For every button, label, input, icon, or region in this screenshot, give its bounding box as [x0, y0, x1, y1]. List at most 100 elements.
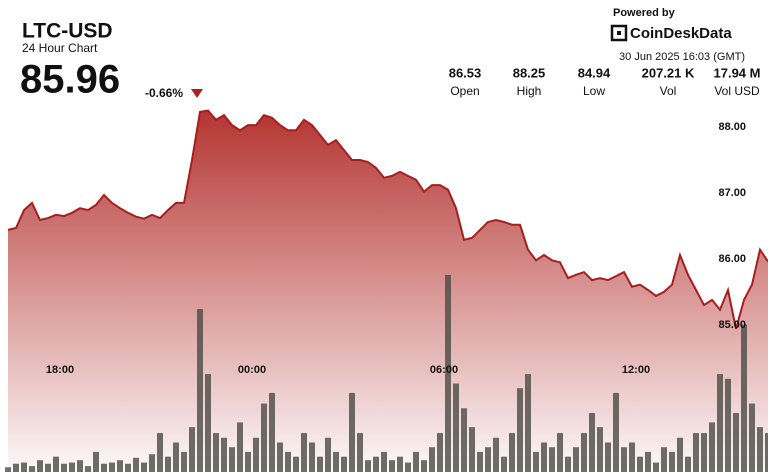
volume-bar [101, 463, 107, 472]
volume-bar [557, 433, 563, 472]
volume-bar [5, 467, 11, 472]
volume-bar [237, 422, 243, 472]
change: -0.66% [145, 86, 183, 100]
price: 85.96 [20, 58, 120, 102]
y-tick-label: 88.00 [718, 121, 746, 133]
subtitle: 24 Hour Chart [22, 41, 98, 55]
volume-bar [253, 437, 259, 472]
volume-bar [517, 388, 523, 472]
volume-bar [309, 442, 315, 472]
volume-bar [653, 462, 659, 472]
volume-bar [637, 456, 643, 472]
volume-bar [205, 374, 211, 472]
volume-bar [213, 433, 219, 472]
x-tick-label: 00:00 [238, 364, 266, 376]
volume-bar [749, 403, 755, 472]
stat-label: Low [583, 84, 605, 98]
volume-bar [357, 433, 363, 472]
volume-bar [197, 309, 203, 472]
volume-bar [413, 451, 419, 472]
volume-bar [341, 456, 347, 472]
volume-bar [245, 451, 251, 472]
volume-bar [29, 466, 35, 472]
volume-bar [189, 427, 195, 472]
volume-bar [45, 463, 51, 472]
volume-bar [405, 462, 411, 472]
y-tick-label: 86.00 [718, 253, 746, 265]
timestamp: 30 Jun 2025 16:03 (GMT) [619, 51, 745, 63]
volume-bar [269, 392, 275, 472]
volume-bar [181, 451, 187, 472]
stat-label: Open [450, 84, 479, 98]
volume-bar [589, 413, 595, 472]
plot-area: 85.00 86.00 87.00 88.00 18:00 00:00 06:00 12:00 [5, 109, 768, 472]
volume-bar [21, 462, 27, 472]
volume-bar [293, 456, 299, 472]
stat-value: 17.94 M [714, 65, 761, 80]
volume-bar [741, 324, 747, 472]
volume-bar [261, 403, 267, 472]
volume-bar [645, 451, 651, 472]
y-tick-label: 85.00 [718, 319, 746, 331]
volume-bar [757, 427, 763, 472]
volume-bar [37, 460, 43, 472]
volume-bar [141, 462, 147, 472]
volume-bar [477, 451, 483, 472]
volume-bar [349, 392, 355, 472]
volume-bar [149, 454, 155, 472]
volume-bar [613, 392, 619, 472]
price-line [7, 109, 768, 330]
volume-bar [365, 460, 371, 472]
volume-bar [685, 456, 691, 472]
volume-bar [597, 427, 603, 472]
volume-bar [285, 451, 291, 472]
volume-bar [509, 433, 515, 472]
stat-label: High [517, 84, 542, 98]
volume-bar [461, 408, 467, 472]
symbol: LTC-USD [22, 20, 113, 43]
volume-bar [629, 442, 635, 472]
x-tick-label: 18:00 [46, 364, 74, 376]
x-tick-label: 06:00 [430, 364, 458, 376]
volume-bar [445, 274, 451, 472]
volume-bar [77, 460, 83, 472]
volume-bar [701, 433, 707, 472]
volume-bar [125, 463, 131, 472]
volume-bar [397, 456, 403, 472]
volume-bar [157, 433, 163, 472]
volume-bar [661, 447, 667, 472]
volume-bar [381, 451, 387, 472]
volume-bar [693, 433, 699, 472]
stat-value: 86.53 [449, 65, 482, 80]
volume-bar [429, 447, 435, 472]
volume-bar [13, 463, 19, 472]
volume-bar [333, 451, 339, 472]
stat-label: Vol USD [714, 84, 760, 98]
stat-label: Vol [660, 84, 677, 98]
volume-bar [733, 413, 739, 472]
volume-bar [501, 456, 507, 472]
price-area [8, 110, 768, 472]
volume-bar [709, 422, 715, 472]
stat-value: 88.25 [513, 65, 546, 80]
volume-bar [669, 451, 675, 472]
volume-bar [493, 437, 499, 472]
volume-bar [301, 433, 307, 472]
volume-bar [469, 427, 475, 472]
volume-bar [453, 383, 459, 472]
stats: 86.53 Open 88.25 High 84.94 Low 207.21 K Vol 17.… [449, 65, 761, 98]
logo-icon [610, 24, 628, 42]
volume-bar [317, 456, 323, 472]
x-tick-label: 12:00 [622, 364, 650, 376]
volume-bar [69, 462, 75, 472]
volume-bar [53, 456, 59, 472]
volume-bar [109, 462, 115, 472]
volume-bar [117, 460, 123, 472]
y-tick-label: 87.00 [718, 187, 746, 199]
volume-bar [389, 460, 395, 472]
volume-bar [717, 374, 723, 472]
volume-bar [621, 447, 627, 472]
volume-bar [373, 456, 379, 472]
volume-bar [765, 433, 768, 472]
